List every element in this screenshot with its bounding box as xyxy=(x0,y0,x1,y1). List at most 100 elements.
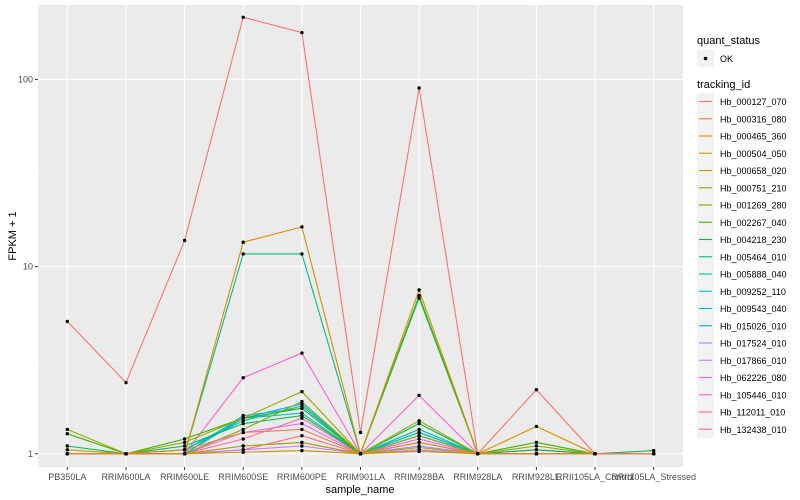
data-point xyxy=(300,30,304,35)
data-point xyxy=(241,448,245,452)
legend-label: Hb_000465_360 xyxy=(720,132,787,142)
y-axis-title: FPKM + 1 xyxy=(7,211,19,260)
data-point xyxy=(417,434,421,438)
data-point xyxy=(300,421,304,426)
data-point xyxy=(358,430,363,435)
x-axis: PB350LA RRIM600LA RRIM600LE RRIM600SE RRIM60… xyxy=(48,467,696,482)
legend-label: Hb_000658_020 xyxy=(720,166,787,176)
data-point xyxy=(241,437,245,441)
x-tick-label: RRII105LA_Stressed xyxy=(611,472,696,482)
legend-label: Hb_001269_280 xyxy=(720,201,787,211)
data-point xyxy=(241,427,245,432)
data-point xyxy=(241,376,245,380)
legend-label: Hb_000504_050 xyxy=(720,149,787,159)
data-point xyxy=(534,448,539,452)
legend-label: Hb_009252_110 xyxy=(720,287,786,297)
data-point xyxy=(124,452,128,456)
legend-title-quant-status: quant_status xyxy=(697,35,760,47)
data-point xyxy=(182,444,187,448)
data-point xyxy=(65,444,70,448)
data-point xyxy=(300,440,304,445)
data-point xyxy=(300,389,304,394)
legends: quant_status OK tracking_id Hb_000127_070 Hb… xyxy=(697,35,787,438)
data-point xyxy=(300,406,304,410)
data-point xyxy=(417,296,421,300)
legend-label: Hb_002267_040 xyxy=(720,218,787,228)
legend-label: Hb_004218_230 xyxy=(720,235,787,245)
data-point xyxy=(417,288,421,292)
data-point xyxy=(652,448,656,453)
x-tick-label: RRIM600LA xyxy=(101,472,150,482)
data-point xyxy=(182,238,187,243)
data-point xyxy=(241,444,245,448)
data-point xyxy=(417,86,421,90)
data-point xyxy=(65,448,70,452)
data-point xyxy=(241,240,245,244)
legend-label: Hb_105446_010 xyxy=(720,390,787,400)
x-tick-label: RRIM901LA xyxy=(336,472,385,482)
data-point xyxy=(182,448,187,452)
legend-point-icon xyxy=(703,56,708,61)
data-point xyxy=(652,452,656,456)
legend-label: OK xyxy=(720,54,733,64)
y-tick-label: 1 xyxy=(28,449,33,459)
x-tick-label: RRIM928LE xyxy=(512,472,561,482)
data-point xyxy=(534,388,539,392)
data-point xyxy=(300,427,304,432)
legend-label: Hb_000127_070 xyxy=(720,97,787,107)
legend-label: Hb_005888_040 xyxy=(720,270,787,280)
legend-label: Hb_017866_010 xyxy=(720,356,787,366)
y-axis: 1 10 100 xyxy=(18,74,38,459)
data-point xyxy=(300,434,304,438)
data-point xyxy=(417,393,421,398)
data-point xyxy=(300,351,304,355)
x-tick-label: RRIM600PE xyxy=(277,472,327,482)
data-point xyxy=(182,452,187,456)
y-tick-label: 10 xyxy=(23,262,33,272)
data-point xyxy=(534,452,539,456)
data-point xyxy=(241,252,245,256)
data-point xyxy=(300,448,304,453)
data-point xyxy=(241,413,245,418)
legend-label: Hb_005464_010 xyxy=(720,252,787,262)
legend-label: Hb_062226_080 xyxy=(720,373,787,383)
data-point xyxy=(241,421,245,426)
data-point xyxy=(65,427,70,432)
data-point xyxy=(300,444,304,448)
x-axis-title: sample_name xyxy=(325,484,394,496)
data-point xyxy=(300,402,304,406)
data-point xyxy=(241,15,245,19)
legend-label: Hb_009543_040 xyxy=(720,304,787,314)
legend-label: Hb_000751_210 xyxy=(720,183,787,193)
data-point xyxy=(417,293,421,298)
x-tick-label: PB350LA xyxy=(48,472,86,482)
legend-title-tracking-id: tracking_id xyxy=(697,79,750,91)
legend-label: Hb_017524_010 xyxy=(720,339,787,349)
x-tick-label: RRIM928LA xyxy=(453,472,502,482)
data-point xyxy=(300,225,304,229)
data-point xyxy=(300,416,304,420)
data-point xyxy=(534,424,539,429)
data-point xyxy=(300,411,304,415)
data-point xyxy=(417,427,421,432)
data-point xyxy=(182,437,187,441)
legend-label: Hb_000316_080 xyxy=(720,114,787,124)
data-point xyxy=(241,430,245,435)
data-point xyxy=(593,452,597,456)
data-point xyxy=(417,440,421,445)
data-point xyxy=(300,413,304,418)
data-point xyxy=(65,432,70,436)
data-point xyxy=(65,319,70,324)
data-point xyxy=(417,437,421,441)
data-point xyxy=(417,419,421,423)
data-point xyxy=(358,452,363,456)
data-point xyxy=(124,380,128,385)
data-point xyxy=(417,430,421,435)
data-point xyxy=(241,450,245,454)
data-point xyxy=(300,252,304,256)
x-tick-label: RRIM600SE xyxy=(218,472,268,482)
legend-label: Hb_015026_010 xyxy=(720,321,787,331)
data-point xyxy=(417,448,421,452)
data-point xyxy=(534,440,539,445)
